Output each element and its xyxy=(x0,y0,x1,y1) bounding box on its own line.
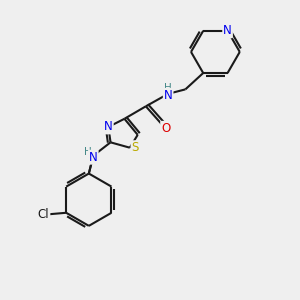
Text: H: H xyxy=(164,83,172,94)
Text: Cl: Cl xyxy=(38,208,50,221)
Text: N: N xyxy=(164,89,172,102)
Text: N: N xyxy=(223,24,232,37)
Text: H: H xyxy=(84,147,92,157)
Text: O: O xyxy=(161,122,170,135)
Text: N: N xyxy=(104,120,113,134)
Text: N: N xyxy=(89,151,98,164)
Text: S: S xyxy=(131,141,139,154)
